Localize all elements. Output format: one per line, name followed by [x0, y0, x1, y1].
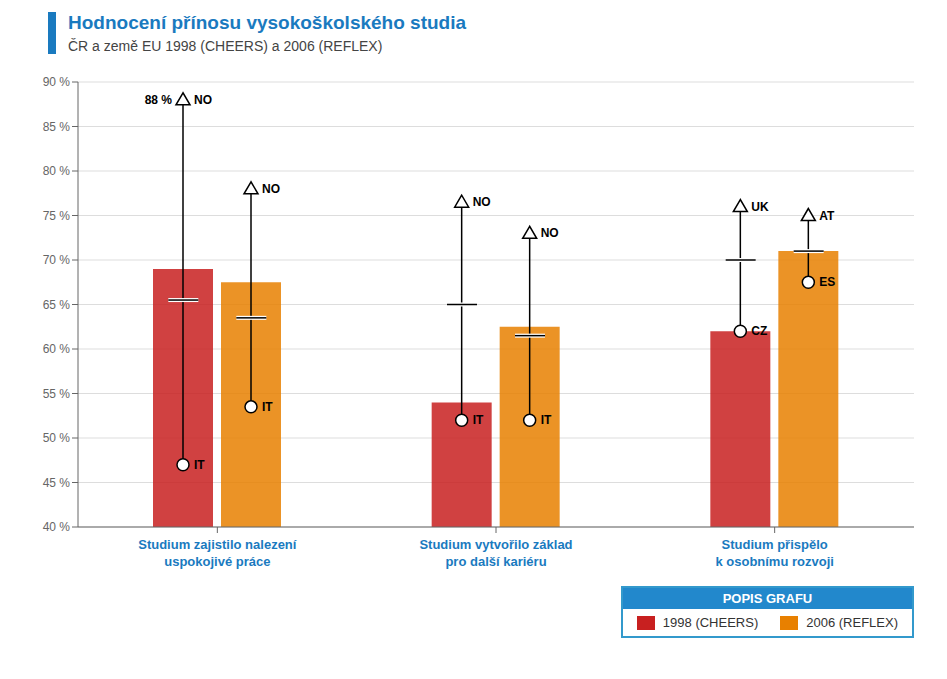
html-text:1998 (CHEERS): 1998 (CHEERS) — [662, 615, 759, 630]
svg-text:Studium přispělok osobnímu roz: Studium přispělok osobnímu rozvoji — [715, 537, 833, 569]
html-text:2006 (REFLEX): 2006 (REFLEX) — [806, 615, 898, 630]
svg-text:50 %: 50 % — [43, 431, 71, 445]
svg-text:IT: IT — [262, 400, 273, 414]
svg-text:NO: NO — [473, 195, 491, 209]
svg-text:60 %: 60 % — [43, 342, 71, 356]
svg-text:IT: IT — [541, 413, 552, 427]
svg-text:40 %: 40 % — [43, 520, 71, 534]
svg-text:80 %: 80 % — [43, 164, 71, 178]
html-text:ČR a země EU 1998 (CHEERS) a 2: ČR a země EU 1998 (CHEERS) a 2006 (REFLE… — [68, 38, 383, 54]
svg-text:CZ: CZ — [751, 324, 767, 338]
svg-text:90 %: 90 % — [43, 75, 71, 89]
html-text:Hodnocení přínosu vysokoškolsk: Hodnocení přínosu vysokoškolského studia — [68, 12, 466, 33]
svg-text:45 %: 45 % — [43, 476, 71, 490]
svg-text:NO: NO — [541, 226, 559, 240]
svg-text:ES: ES — [819, 275, 835, 289]
svg-text:IT: IT — [194, 458, 205, 472]
svg-text:65 %: 65 % — [43, 298, 71, 312]
svg-text:75 %: 75 % — [43, 209, 71, 223]
svg-text:88 %: 88 % — [145, 93, 173, 107]
svg-text:IT: IT — [473, 413, 484, 427]
html-text:POPIS GRAFU: POPIS GRAFU — [722, 591, 813, 606]
svg-text:AT: AT — [819, 209, 835, 223]
svg-text:UK: UK — [751, 200, 769, 214]
svg-text:NO: NO — [262, 182, 280, 196]
svg-text:70 %: 70 % — [43, 253, 71, 267]
svg-text:Studium zajistilo nalezeníuspo: Studium zajistilo nalezeníuspokojivé prá… — [138, 537, 297, 569]
svg-text:85 %: 85 % — [43, 120, 71, 134]
svg-text:55 %: 55 % — [43, 387, 71, 401]
svg-text:NO: NO — [194, 93, 212, 107]
svg-text:Studium vytvořilo základpro da: Studium vytvořilo základpro další kariér… — [419, 537, 572, 569]
